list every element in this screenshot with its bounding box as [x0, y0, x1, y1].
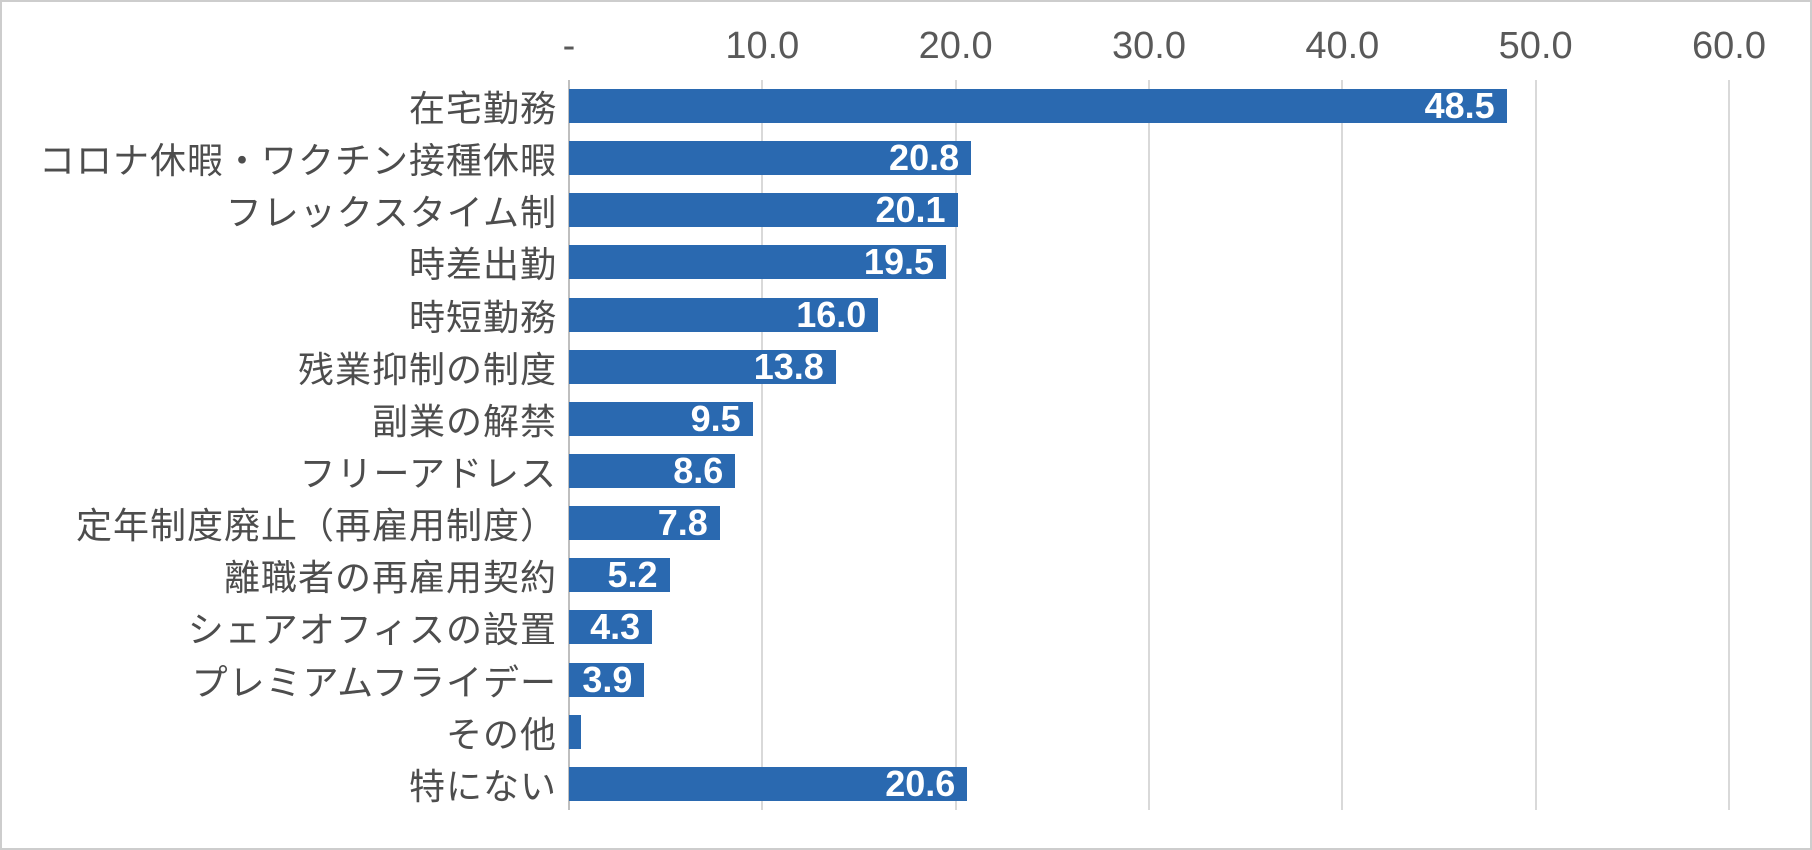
gridline	[954, 80, 957, 810]
category-label: シェアオフィスの設置	[187, 609, 557, 651]
category-label: 副業の解禁	[371, 400, 557, 442]
category-label: プレミアムフライデー	[191, 661, 557, 703]
bar: 19.5	[569, 241, 946, 283]
x-axis-tick-label: -	[562, 25, 576, 67]
bar-row: 48.5	[569, 80, 1729, 132]
bar: 20.6	[569, 762, 968, 804]
category-label: 時短勤務	[408, 296, 557, 338]
bar-row: 7.8	[569, 497, 1729, 549]
x-axis-tick-label: 30.0	[1112, 25, 1186, 67]
bar-row: 5.2	[569, 549, 1729, 601]
category-label: 定年制度廃止（再雇用制度）	[75, 505, 557, 547]
category-label: その他	[445, 713, 557, 755]
bar-row: 19.5	[569, 236, 1729, 288]
bar: 3.9	[569, 658, 645, 700]
category-axis-line	[568, 80, 570, 810]
bar-row: 20.1	[569, 184, 1729, 236]
x-axis-ticks: - 10.0 20.0 30.0 40.0 50.0 60.0	[2, 2, 1810, 77]
bar-row: 8.6	[569, 445, 1729, 497]
data-label: 7.8	[657, 502, 708, 544]
bar-row: 9.5	[569, 393, 1729, 445]
data-label: 13.8	[753, 345, 824, 387]
data-label: 20.6	[885, 762, 956, 804]
category-label: 時差出勤	[408, 244, 557, 286]
x-axis-tick-label: 60.0	[1692, 25, 1766, 67]
category-label: フレックスタイム制	[225, 192, 557, 234]
bar: 7.8	[569, 502, 720, 544]
bar-series: 48.5 20.8 20.1 19.5 16.0 13.8 9.5 8.6 7.8 5.2 4.3 3…	[569, 80, 1729, 810]
gridline	[1534, 80, 1537, 810]
bar-row	[569, 706, 1729, 758]
category-label: 在宅勤務	[408, 88, 557, 130]
gridline	[1341, 80, 1344, 810]
category-label: フリーアドレス	[299, 453, 557, 495]
bar-row: 4.3	[569, 601, 1729, 653]
bar-row: 3.9	[569, 654, 1729, 706]
category-label: 離職者の再雇用契約	[223, 557, 557, 599]
x-axis-tick-label: 50.0	[1498, 25, 1573, 67]
plot-area: 48.5 20.8 20.1 19.5 16.0 13.8 9.5 8.6 7.8 5.2 4.3 3…	[568, 80, 1730, 810]
bar: 13.8	[569, 345, 836, 387]
data-label: 20.8	[889, 137, 960, 179]
bar: 48.5	[569, 85, 1507, 127]
bar	[569, 714, 581, 749]
bar-row: 13.8	[569, 341, 1729, 393]
bar: 8.6	[569, 450, 736, 492]
bar: 20.1	[569, 189, 958, 231]
category-label: 残業抑制の制度	[297, 348, 557, 390]
data-label: 19.5	[863, 241, 934, 283]
x-axis-tick-label: 20.0	[918, 25, 993, 67]
data-label: 20.1	[875, 189, 946, 231]
category-label: 特にない	[408, 765, 557, 807]
data-label: 9.5	[690, 397, 741, 439]
bar-row: 20.8	[569, 132, 1729, 184]
bar: 16.0	[569, 293, 879, 335]
bar: 5.2	[569, 554, 670, 596]
data-label: 3.9	[582, 658, 633, 700]
data-label: 4.3	[590, 606, 641, 648]
bar: 4.3	[569, 606, 653, 648]
bar: 9.5	[569, 397, 753, 439]
data-label: 48.5	[1424, 85, 1495, 127]
x-axis-tick-label: 40.0	[1305, 25, 1380, 67]
data-label: 8.6	[673, 450, 724, 492]
gridline	[1148, 80, 1150, 810]
gridline	[1728, 80, 1730, 810]
category-label: コロナ休暇・ワクチン接種休暇	[38, 140, 557, 182]
data-label: 16.0	[796, 293, 867, 335]
bar-row: 20.6	[569, 758, 1729, 810]
data-label: 5.2	[607, 554, 658, 596]
bar-row: 16.0	[569, 289, 1729, 341]
x-axis-tick-label: 10.0	[725, 25, 800, 67]
bar: 20.8	[569, 137, 972, 179]
category-axis: 在宅勤務コロナ休暇・ワクチン接種休暇フレックスタイム制時差出勤時短勤務残業抑制の…	[2, 80, 557, 810]
gridline	[761, 80, 764, 810]
